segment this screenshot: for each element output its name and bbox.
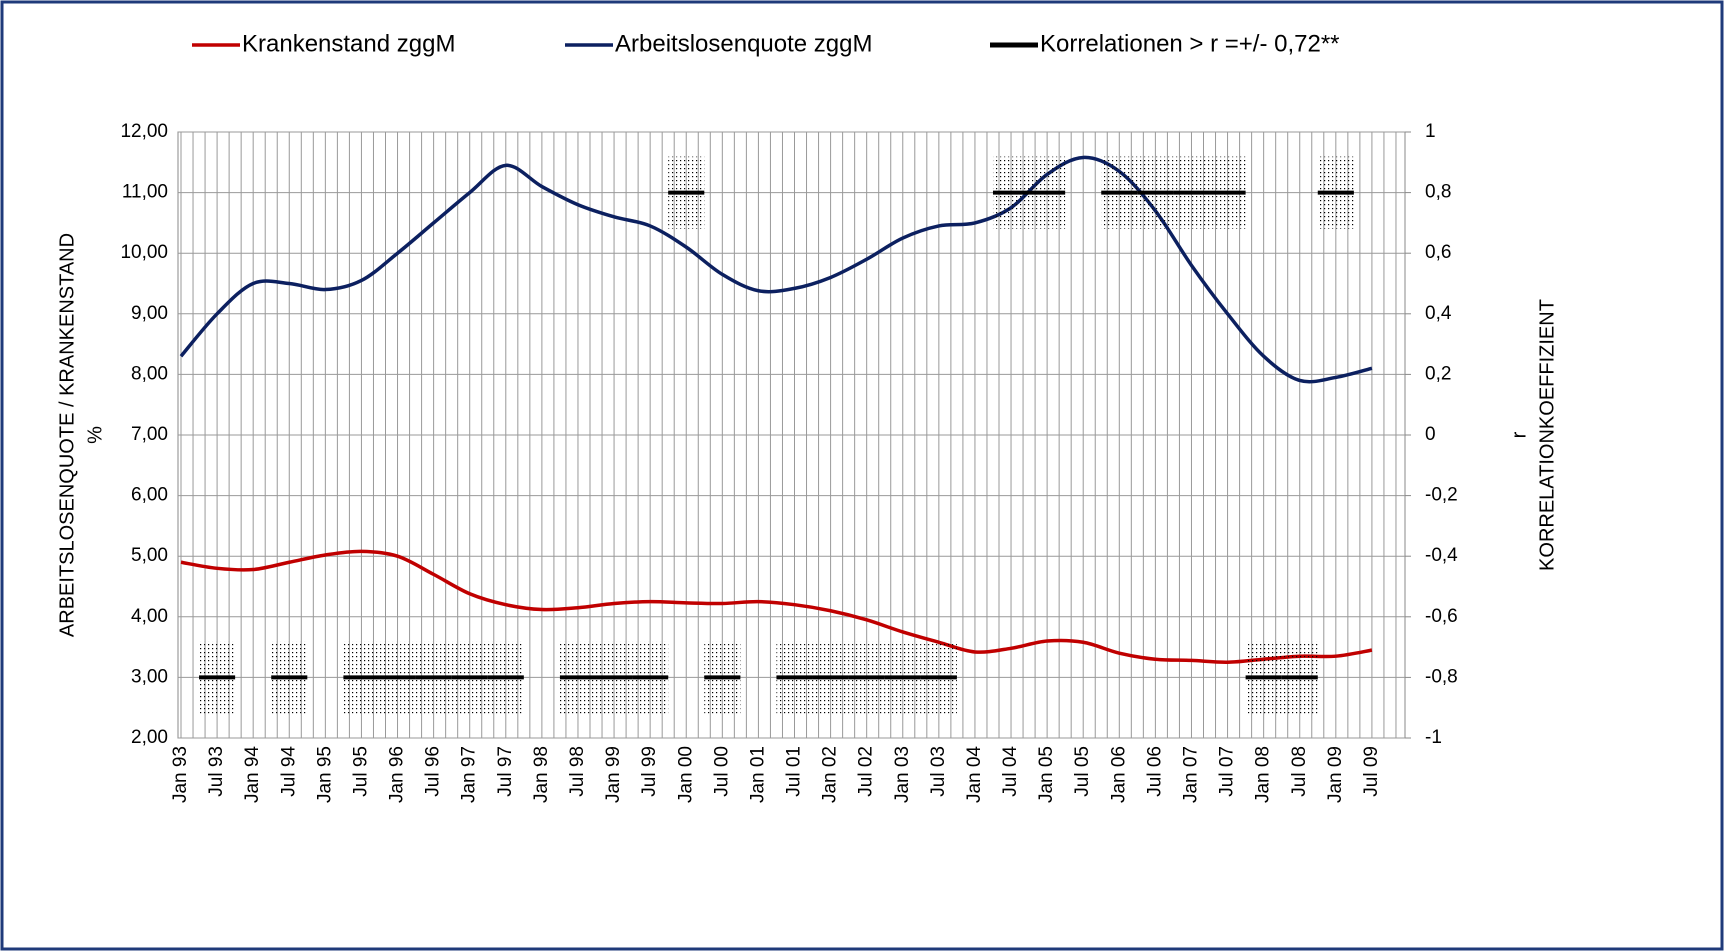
- x-tick-label: Jan 03: [892, 746, 913, 803]
- x-tick-label: Jan 93: [170, 746, 191, 803]
- x-tick-label: Jan 09: [1325, 746, 1346, 803]
- y-tick-label: 10,00: [120, 242, 168, 263]
- y2-tick-label: 0,2: [1425, 363, 1451, 384]
- x-tick-label: Jul 98: [567, 746, 588, 797]
- y-tick-label: 11,00: [122, 182, 168, 203]
- y-axis-title: %: [84, 426, 106, 444]
- x-tick-label: Jul 04: [1000, 746, 1021, 797]
- x-tick-label: Jul 01: [784, 746, 805, 797]
- x-tick-label: Jan 94: [242, 746, 263, 803]
- x-tick-label: Jul 09: [1361, 746, 1382, 797]
- y2-tick-label: 0,6: [1425, 242, 1451, 263]
- y-tick-label: 12,00: [120, 121, 168, 142]
- x-tick-label: Jan 06: [1108, 746, 1129, 803]
- x-tick-label: Jan 05: [1036, 746, 1057, 803]
- x-tick-label: Jul 96: [423, 746, 444, 797]
- y-tick-label: 8,00: [131, 363, 168, 384]
- y2-tick-label: 1: [1425, 121, 1436, 142]
- y2-tick-label: -0,8: [1425, 666, 1458, 687]
- y2-axis-title: KORRELATIONKOEFFIZIENT: [1536, 299, 1558, 571]
- x-tick-label: Jan 01: [747, 746, 768, 803]
- y-tick-label: 7,00: [131, 424, 168, 445]
- x-tick-label: Jan 04: [964, 746, 985, 803]
- x-tick-label: Jul 07: [1217, 746, 1238, 797]
- x-tick-label: Jul 02: [856, 746, 877, 797]
- y-tick-label: 3,00: [131, 666, 168, 687]
- x-tick-label: Jan 97: [459, 746, 480, 803]
- x-tick-label: Jan 00: [675, 746, 696, 803]
- y2-tick-label: -0,6: [1425, 606, 1458, 627]
- y2-tick-label: 0: [1425, 424, 1436, 445]
- x-tick-label: Jan 98: [531, 746, 552, 803]
- legend-label: Arbeitslosenquote zggM: [615, 30, 872, 57]
- legend-label: Krankenstand zggM: [242, 30, 455, 57]
- y2-axis-title: r: [1508, 431, 1530, 438]
- x-tick-label: Jul 95: [350, 746, 371, 797]
- x-tick-label: Jan 08: [1253, 746, 1274, 803]
- y2-tick-label: -0,2: [1425, 485, 1458, 506]
- x-tick-label: Jul 05: [1072, 746, 1093, 797]
- x-tick-label: Jul 99: [639, 746, 660, 797]
- y-tick-label: 9,00: [131, 303, 168, 324]
- x-tick-label: Jul 94: [278, 746, 299, 797]
- x-tick-label: Jan 95: [314, 746, 335, 803]
- x-tick-label: Jul 93: [206, 746, 227, 797]
- x-tick-label: Jan 02: [820, 746, 841, 803]
- x-tick-label: Jul 03: [928, 746, 949, 797]
- y2-tick-label: -1: [1425, 727, 1442, 748]
- x-tick-label: Jul 08: [1289, 746, 1310, 797]
- y2-tick-label: 0,4: [1425, 303, 1452, 324]
- x-tick-label: Jan 96: [387, 746, 408, 803]
- x-tick-label: Jan 07: [1180, 746, 1201, 803]
- x-tick-label: Jan 99: [603, 746, 624, 803]
- x-tick-label: Jul 06: [1144, 746, 1165, 797]
- legend-label: Korrelationen > r =+/- 0,72**: [1040, 30, 1340, 57]
- x-tick-label: Jul 00: [711, 746, 732, 797]
- series-line: [180, 549, 1373, 665]
- series-line: [179, 155, 1373, 384]
- y-axis-title: ARBEITSLOSENQUOTE / KRANKENSTAND: [56, 233, 78, 637]
- y2-tick-label: -0,4: [1425, 545, 1458, 566]
- x-tick-label: Jul 97: [495, 746, 516, 797]
- y-tick-label: 5,00: [131, 545, 168, 566]
- y-tick-label: 6,00: [131, 485, 168, 506]
- y2-tick-label: 0,8: [1425, 182, 1451, 203]
- y-tick-label: 4,00: [131, 606, 168, 627]
- y-tick-label: 2,00: [131, 727, 168, 748]
